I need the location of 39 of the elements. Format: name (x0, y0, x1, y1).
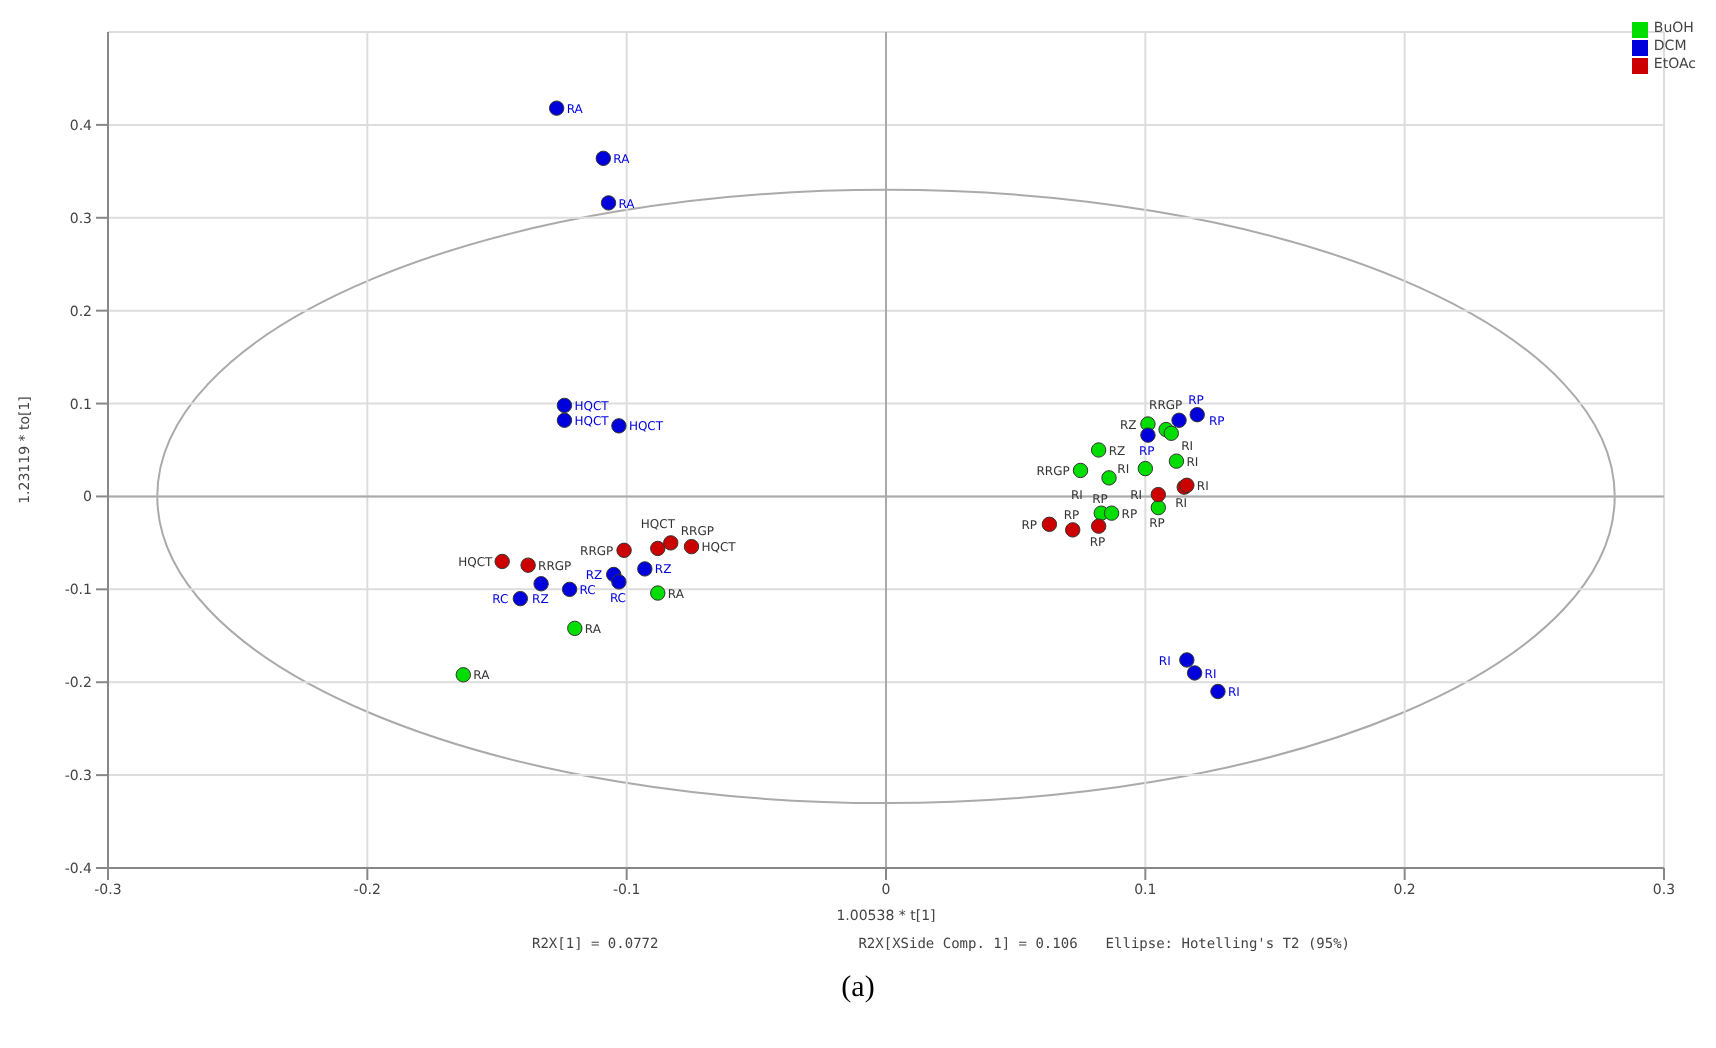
point (1150, 486, 1166, 503)
point (595, 150, 612, 167)
point (650, 585, 666, 601)
point (494, 553, 510, 570)
point (683, 538, 700, 555)
point (1210, 683, 1226, 700)
text: (a) (839, 972, 877, 1006)
point (611, 574, 627, 590)
point (1179, 652, 1195, 668)
point (567, 620, 583, 637)
point (1168, 453, 1185, 469)
point (1163, 425, 1179, 441)
point (556, 412, 573, 428)
point (1090, 518, 1107, 534)
point (512, 590, 529, 607)
point (1090, 442, 1107, 458)
point (1150, 499, 1166, 516)
point (650, 540, 666, 557)
point (1189, 407, 1205, 423)
point (637, 561, 653, 577)
point (556, 397, 573, 414)
point (548, 100, 565, 116)
point (1072, 462, 1089, 479)
point (1101, 470, 1117, 486)
point (600, 195, 617, 211)
point (1041, 516, 1058, 533)
point (1140, 427, 1156, 443)
point (616, 542, 632, 559)
point (663, 535, 679, 551)
point (1171, 412, 1187, 428)
point (455, 667, 471, 683)
point (520, 557, 536, 573)
point (611, 418, 627, 434)
point (533, 576, 549, 592)
point (1137, 460, 1154, 477)
point (561, 581, 578, 598)
point (1065, 522, 1081, 538)
point (1186, 665, 1203, 681)
point (1103, 505, 1120, 521)
